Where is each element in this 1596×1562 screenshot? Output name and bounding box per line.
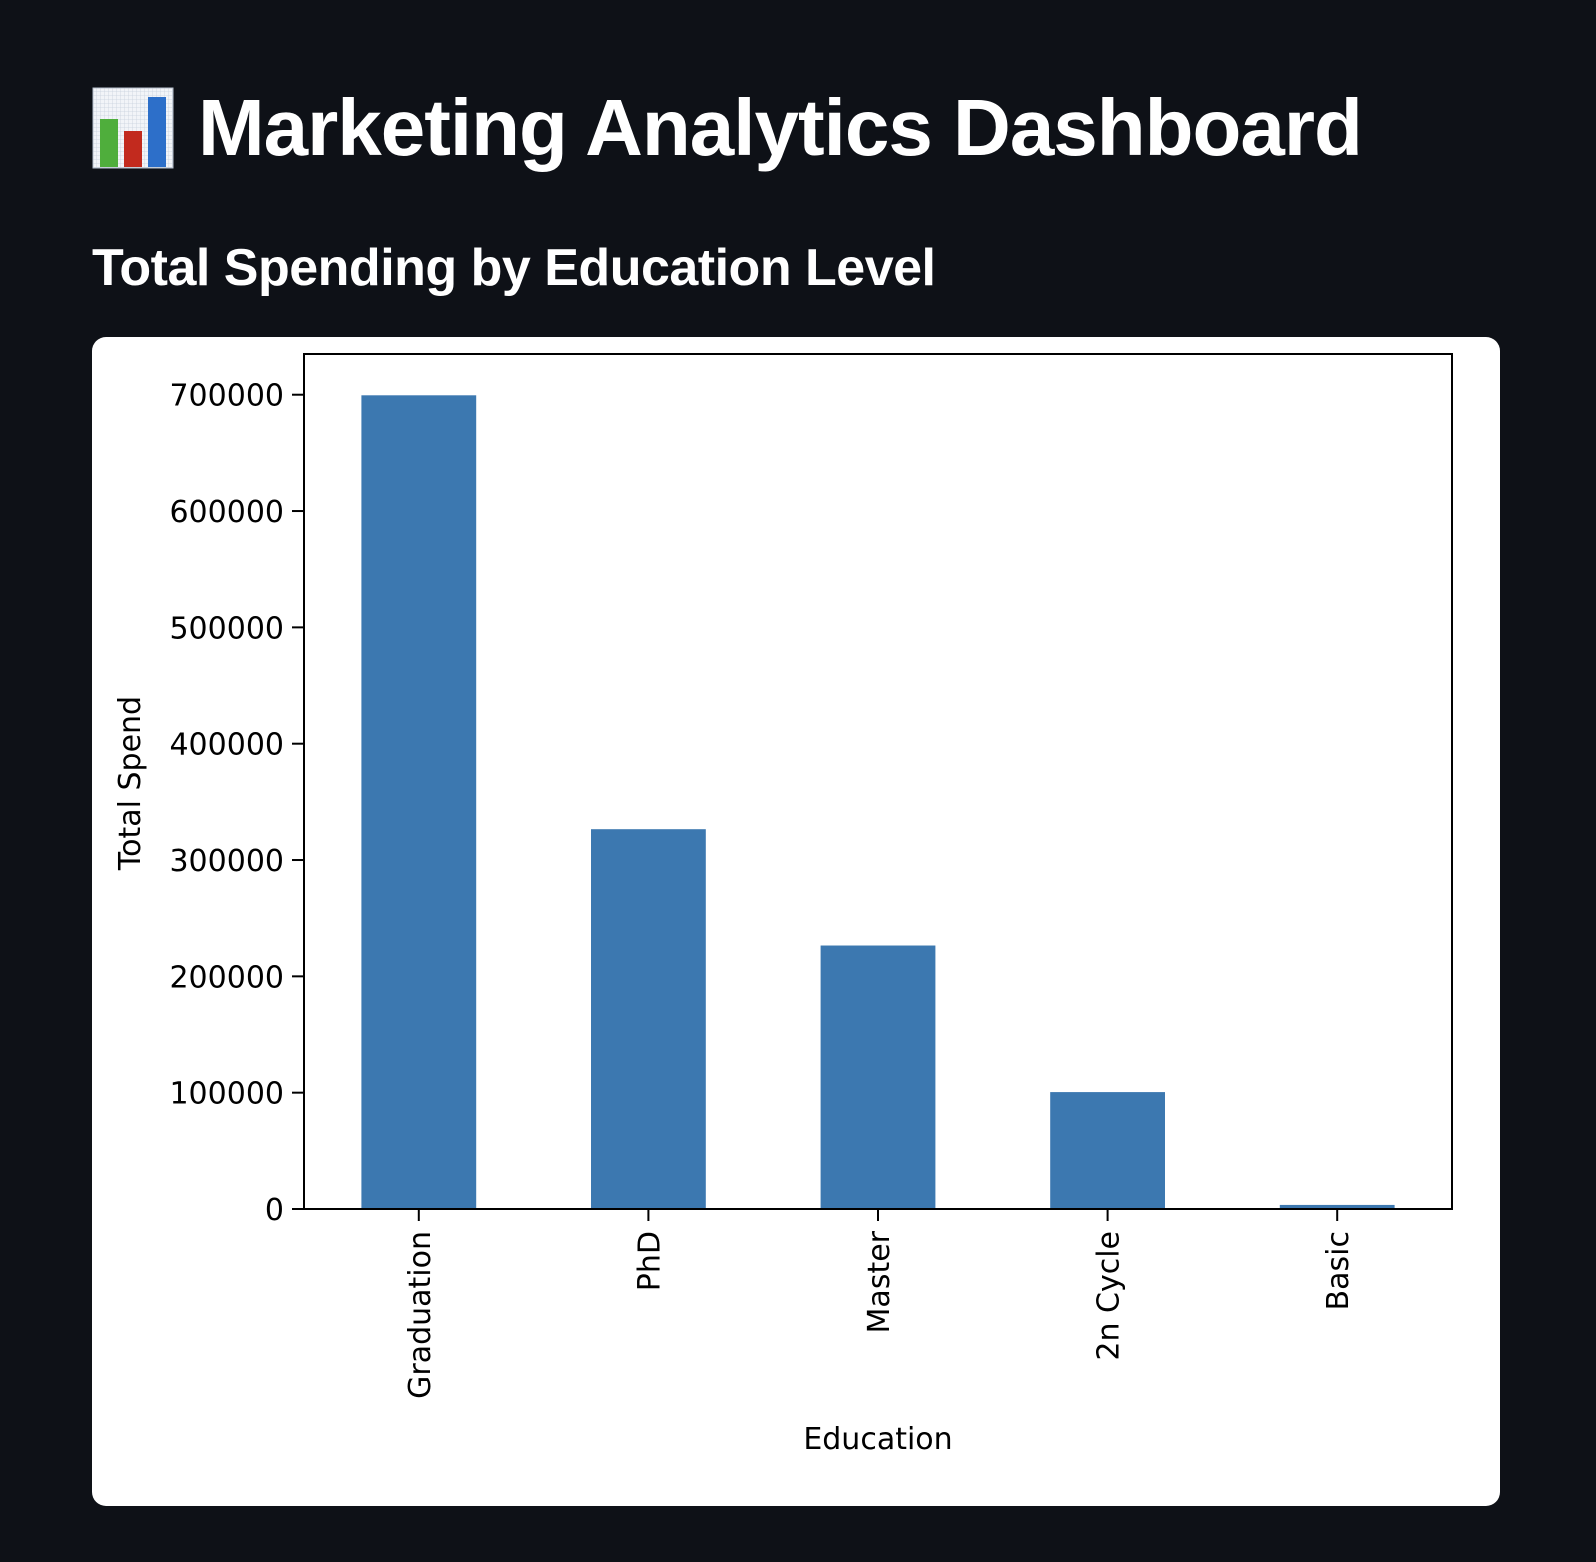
bar-chart: 0 100000 200000 300000 400000 500000 600000 700… [113,353,1453,1457]
bar-master [820,945,936,1209]
y-axis: 0 100000 200000 300000 400000 500000 600000 700… [169,379,304,1228]
x-tick-label: Master [862,1230,897,1333]
y-tick-label: 100000 [169,1077,284,1112]
y-axis-label: Total Spend [113,696,148,871]
y-tick-label: 500000 [169,611,284,646]
y-tick-label: 400000 [169,728,284,763]
section-title: Total Spending by Education Level [92,239,936,297]
x-axis: Graduation PhD Master 2n Cycle Basic [403,1209,1356,1399]
bar-phd [591,829,706,1209]
y-tick-label: 200000 [169,960,284,995]
y-tick-label: 700000 [169,379,284,414]
bar-2n-cycle [1050,1092,1165,1209]
bar-chart-icon [92,87,174,169]
x-tick-label: 2n Cycle [1092,1231,1127,1361]
x-tick-label: Basic [1321,1231,1356,1310]
bar-basic [1279,1204,1395,1209]
page-title: Marketing Analytics Dashboard [92,78,1363,178]
y-tick-label: 600000 [169,495,284,530]
x-axis-label: Education [803,1422,952,1457]
x-tick-label: Graduation [403,1231,438,1399]
plot-frame [303,353,1453,1210]
chart-card: 0 100000 200000 300000 400000 500000 600000 700… [92,337,1500,1506]
y-tick-label: 300000 [169,844,284,879]
y-tick-label: 0 [265,1193,284,1228]
x-tick-label: PhD [632,1231,667,1291]
bars-layer [361,395,1395,1210]
bar-graduation [361,395,477,1210]
page-title-text: Marketing Analytics Dashboard [198,83,1363,172]
